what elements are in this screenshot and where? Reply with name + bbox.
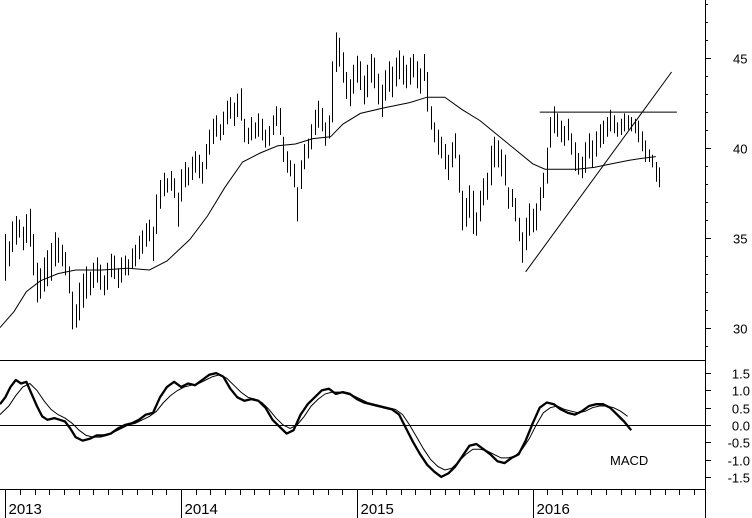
year-label: 2016 [537,501,570,518]
macd-y-axis: 1.5 1.0 0.5 0.0 -0.5 -1.0 -1.5 [705,367,750,486]
macd-title: MACD [610,453,648,468]
macd-tick-label: -0.5 [728,436,750,451]
macd-tick-label: 1.5 [732,367,750,382]
year-label: 2013 [9,501,42,518]
macd-tick-label: -1.5 [728,471,750,486]
macd-line [0,371,633,479]
macd-tick-label: 0.0 [732,419,750,434]
moving-average-line [0,96,656,328]
macd-panel: MACD 1.5 1.0 0.5 0.0 -0.5 -1.0 -1.5 [0,367,750,486]
price-tick-label: 45 [733,52,747,67]
price-tick-label: 40 [733,142,747,157]
price-tick-label: 35 [733,232,747,247]
price-tick-label: 30 [733,322,747,337]
macd-tick-label: 1.0 [732,384,750,399]
time-x-axis: 2013 2014 2015 2016 [5,489,695,518]
year-label: 2014 [185,501,218,518]
macd-tick-label: -1.0 [728,454,750,469]
year-label: 2015 [361,501,394,518]
price-panel: 30 35 40 45 [0,4,747,347]
support-trendline [525,71,672,273]
macd-tick-label: 0.5 [732,402,750,417]
price-bars [5,32,660,330]
